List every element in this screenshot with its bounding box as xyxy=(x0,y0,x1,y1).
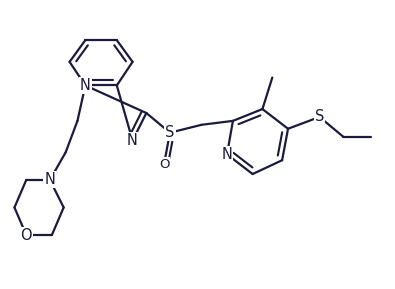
Text: N: N xyxy=(222,147,233,162)
Text: N: N xyxy=(45,173,55,188)
Text: N: N xyxy=(80,78,91,93)
Text: S: S xyxy=(165,125,175,140)
Text: O: O xyxy=(159,158,169,171)
Text: O: O xyxy=(21,227,32,242)
Text: N: N xyxy=(127,133,138,148)
Text: S: S xyxy=(315,110,324,125)
